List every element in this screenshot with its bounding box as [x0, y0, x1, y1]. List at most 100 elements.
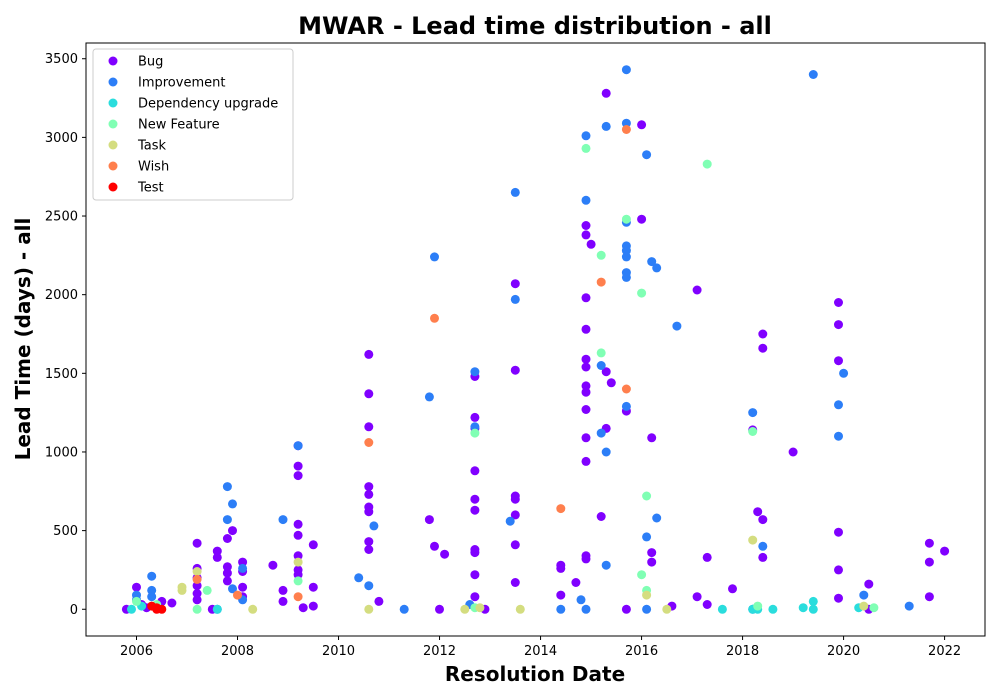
point-task [460, 604, 470, 614]
point-improvement [904, 601, 914, 611]
point-improvement [222, 482, 232, 492]
point-improvement [596, 361, 606, 370]
point-task [293, 557, 303, 567]
point-bug [581, 405, 591, 414]
point-bug [864, 579, 874, 589]
point-dependency-upgrade [127, 604, 136, 614]
point-bug [192, 581, 202, 591]
point-new-feature [581, 143, 591, 153]
legend-frame [92, 48, 294, 201]
point-bug [212, 546, 222, 556]
point-improvement [601, 560, 611, 570]
point-improvement [621, 246, 631, 256]
point-improvement [642, 604, 652, 614]
point-bug [647, 548, 657, 558]
legend-marker-bug [108, 56, 118, 66]
point-improvement [222, 515, 232, 525]
point-bug [308, 582, 318, 592]
point-bug [581, 381, 591, 391]
point-bug [364, 507, 374, 517]
y-tick-label: 1000 [45, 445, 78, 460]
point-bug [581, 387, 591, 397]
point-improvement [621, 65, 631, 75]
point-bug [430, 541, 439, 551]
point-new-feature [637, 570, 647, 580]
point-improvement [510, 187, 520, 197]
point-bug [581, 433, 591, 443]
point-test [152, 603, 162, 613]
point-improvement [652, 513, 662, 523]
point-bug [556, 563, 566, 573]
point-bug [924, 592, 934, 602]
point-bug [556, 590, 566, 600]
point-wish [621, 384, 631, 394]
point-bug [601, 88, 611, 98]
point-improvement [238, 563, 248, 573]
point-bug [758, 552, 768, 562]
plot-frame [85, 42, 986, 637]
point-bug [581, 230, 591, 240]
point-bug [424, 515, 434, 525]
point-dependency-upgrade [808, 604, 818, 614]
point-task [177, 585, 187, 595]
point-improvement [748, 408, 758, 418]
point-bug [293, 570, 303, 580]
point-bug [940, 546, 950, 556]
point-improvement [293, 441, 303, 451]
point-dependency-upgrade [808, 596, 818, 606]
point-improvement [228, 499, 237, 509]
point-bug [298, 603, 308, 613]
point-bug [596, 512, 606, 521]
legend-label-dependency-upgrade: Dependency upgrade [138, 97, 278, 112]
legend-label-new-feature: New Feature [138, 118, 220, 133]
x-tick-label: 2018 [726, 644, 759, 659]
point-bug [364, 482, 374, 492]
point-improvement [834, 431, 843, 441]
point-bug [758, 515, 768, 525]
point-improvement [278, 515, 288, 525]
point-improvement [556, 604, 566, 614]
point-bug [571, 578, 581, 587]
point-bug [581, 293, 591, 303]
point-task [192, 567, 202, 576]
point-dependency-upgrade [717, 604, 727, 614]
point-wish [430, 313, 439, 323]
point-new-feature [596, 348, 606, 358]
point-bug [470, 505, 480, 515]
point-bug [606, 378, 616, 388]
point-bug [192, 538, 202, 548]
point-task [859, 601, 869, 611]
point-improvement [470, 422, 480, 432]
point-bug [364, 389, 374, 399]
point-improvement [581, 195, 591, 205]
point-wish [621, 125, 631, 134]
point-improvement [147, 571, 157, 581]
point-improvement [581, 131, 591, 141]
point-improvement [424, 392, 434, 402]
y-tick-label: 2000 [45, 288, 78, 303]
point-bug [470, 466, 480, 476]
point-bug [581, 362, 591, 372]
x-tick-label: 2020 [827, 644, 860, 659]
point-bug [440, 549, 450, 559]
point-improvement [652, 263, 662, 273]
point-bug [364, 349, 374, 359]
point-bug [510, 578, 520, 587]
legend-label-test: Test [137, 181, 164, 196]
point-bug [238, 582, 248, 592]
point-bug [834, 356, 843, 366]
point-improvement [642, 532, 652, 542]
point-bug [581, 554, 591, 564]
point-bug [192, 589, 202, 598]
point-bug [470, 494, 480, 504]
point-improvement [576, 595, 586, 605]
point-bug [293, 461, 303, 471]
point-task [662, 604, 672, 614]
point-bug [470, 570, 480, 580]
point-task [364, 604, 374, 614]
point-dependency-upgrade [798, 603, 808, 613]
point-bug [222, 534, 232, 543]
point-task [748, 535, 758, 545]
point-wish [364, 438, 374, 447]
y-tick-label: 1500 [45, 367, 78, 382]
